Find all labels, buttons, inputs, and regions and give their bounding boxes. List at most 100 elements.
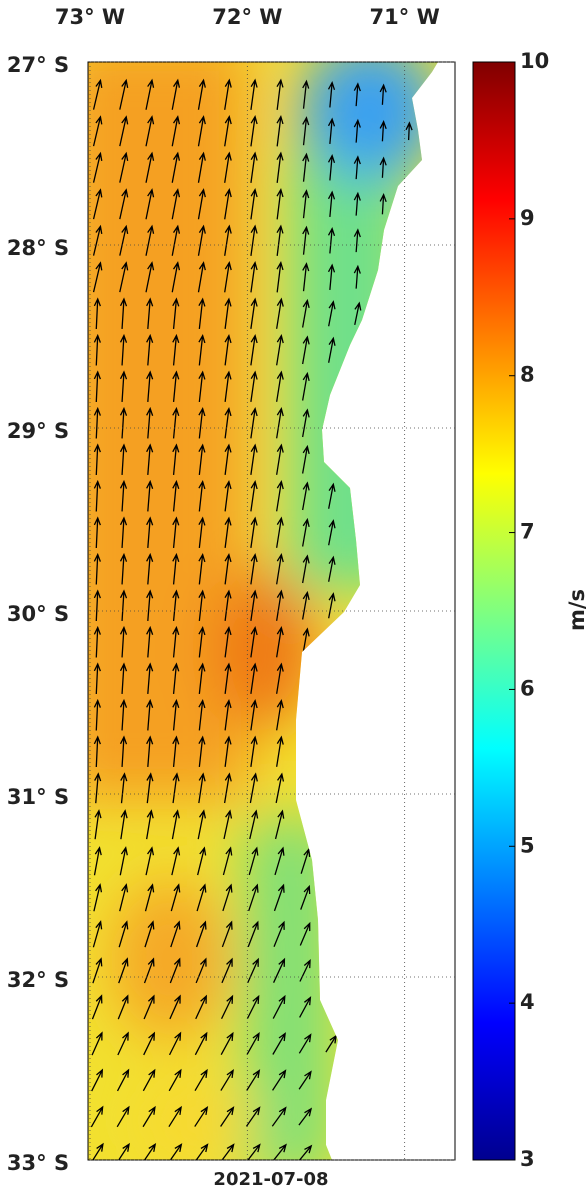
wind-arrow bbox=[116, 1105, 130, 1128]
wind-arrow bbox=[300, 884, 311, 910]
wind-arrow bbox=[143, 1031, 156, 1056]
wind-arrow bbox=[220, 994, 234, 1020]
wind-arrow bbox=[172, 406, 180, 439]
colorbar-tick-label: 6 bbox=[520, 676, 535, 700]
wind-arrow bbox=[92, 957, 103, 984]
wind-arrow bbox=[250, 188, 258, 220]
wind-arrow bbox=[171, 115, 181, 147]
wind-arrow bbox=[301, 408, 310, 438]
wind-arrow bbox=[275, 772, 285, 804]
wind-arrow bbox=[197, 224, 206, 256]
wind-arrow bbox=[223, 809, 233, 840]
wind-arrow bbox=[353, 118, 361, 143]
wind-arrow bbox=[119, 443, 128, 476]
wind-arrow bbox=[119, 224, 129, 256]
wind-arrow bbox=[172, 772, 180, 804]
wind-arrow bbox=[302, 79, 310, 109]
wind-arrow bbox=[250, 699, 258, 731]
wind-arrow bbox=[119, 261, 129, 293]
wind-arrow bbox=[247, 920, 259, 948]
wind-arrow bbox=[273, 920, 285, 948]
wind-arrow bbox=[172, 443, 180, 475]
wind-arrow bbox=[145, 115, 155, 147]
wind-arrow bbox=[220, 1031, 234, 1056]
wind-arrow bbox=[93, 735, 101, 768]
wind-arrow bbox=[325, 1034, 337, 1053]
wind-arrow bbox=[327, 80, 336, 108]
wind-arrow bbox=[327, 263, 336, 290]
wind-arrow bbox=[198, 443, 206, 475]
wind-arrow bbox=[118, 957, 129, 984]
wind-arrow bbox=[171, 261, 181, 293]
wind-arrow bbox=[276, 516, 284, 548]
wind-arrow bbox=[171, 224, 181, 256]
wind-arrow bbox=[93, 552, 101, 585]
wind-arrow bbox=[91, 1068, 104, 1092]
wind-arrow bbox=[198, 406, 206, 439]
wind-arrow bbox=[272, 957, 286, 983]
wind-arrow bbox=[119, 78, 129, 110]
wind-arrow bbox=[119, 625, 128, 658]
wind-arrow bbox=[224, 443, 232, 475]
wind-arrow bbox=[271, 1106, 287, 1127]
wind-arrow bbox=[274, 809, 285, 840]
wind-arrow bbox=[172, 552, 180, 585]
wind-arrow bbox=[328, 592, 336, 619]
wind-arrow bbox=[328, 519, 336, 546]
wind-arrow bbox=[276, 407, 284, 439]
wind-arrow bbox=[168, 1031, 182, 1056]
wind-arrow bbox=[172, 698, 180, 731]
wind-arrow bbox=[145, 224, 155, 256]
wind-arrow bbox=[224, 698, 232, 731]
wind-arrow bbox=[169, 957, 181, 984]
wind-arrow bbox=[93, 625, 101, 658]
wind-arrow bbox=[224, 735, 232, 767]
wind-arrow bbox=[142, 1068, 156, 1092]
lat-label: 33° S bbox=[7, 1151, 69, 1175]
wind-arrow bbox=[276, 114, 284, 147]
wind-arrow bbox=[146, 698, 154, 731]
wind-arrow bbox=[327, 153, 336, 181]
wind-arrow bbox=[250, 334, 258, 366]
wind-arrow bbox=[298, 1070, 312, 1090]
wind-arrow bbox=[92, 115, 103, 147]
wind-arrow bbox=[172, 370, 180, 402]
wind-arrow bbox=[250, 735, 258, 767]
wind-field bbox=[88, 62, 438, 1160]
wind-arrow bbox=[94, 772, 102, 804]
wind-arrow bbox=[224, 552, 232, 585]
wind-arrow bbox=[119, 188, 129, 220]
wind-arrow bbox=[327, 226, 336, 254]
wind-arrow bbox=[250, 151, 258, 183]
wind-arrow bbox=[198, 516, 206, 548]
wind-arrow bbox=[198, 662, 206, 694]
wind-arrow bbox=[301, 444, 310, 474]
wind-arrow bbox=[353, 228, 361, 253]
wind-arrow bbox=[93, 370, 101, 403]
wind-arrow bbox=[300, 847, 311, 874]
wind-arrow bbox=[93, 333, 101, 366]
wind-arrow bbox=[93, 297, 101, 330]
wind-arrow bbox=[273, 883, 285, 912]
wind-arrow bbox=[144, 920, 155, 948]
wind-arrow bbox=[379, 120, 387, 142]
wind-arrow bbox=[301, 481, 310, 511]
wind-arrow bbox=[145, 151, 155, 183]
wind-arrow bbox=[198, 370, 206, 402]
colorbar-tick-label: 3 bbox=[520, 1147, 535, 1171]
wind-arrow bbox=[170, 883, 181, 912]
wind-arrow bbox=[379, 193, 387, 215]
wind-arrow bbox=[117, 994, 129, 1020]
wind-arrow bbox=[276, 187, 284, 220]
wind-arrow bbox=[93, 883, 103, 912]
wind-arrow bbox=[250, 553, 258, 585]
wind-arrow bbox=[198, 552, 206, 585]
wind-arrow bbox=[222, 846, 233, 876]
wind-arrow bbox=[92, 224, 103, 256]
wind-arrow bbox=[197, 78, 206, 110]
wind-arrow bbox=[197, 846, 207, 876]
wind-arrow bbox=[327, 190, 336, 217]
wind-arrow bbox=[248, 883, 259, 912]
wind-arrow bbox=[250, 626, 258, 658]
